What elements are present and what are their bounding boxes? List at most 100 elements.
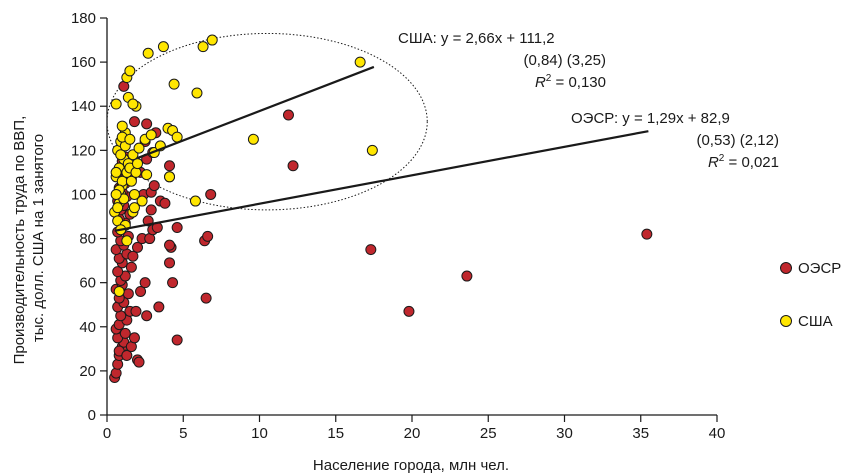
data-point-usa bbox=[121, 235, 133, 247]
oecd-regression-annotation: ОЭСР: y = 1,29x + 82,9 (0,53) (2,12) R2 … bbox=[571, 110, 779, 171]
data-point-usa bbox=[113, 285, 125, 297]
x-tick-label: 20 bbox=[404, 425, 421, 442]
data-point-oecd bbox=[200, 292, 212, 304]
confidence-ellipse-layer bbox=[106, 32, 428, 211]
data-point-oecd bbox=[135, 285, 147, 297]
x-tick-label: 25 bbox=[480, 425, 497, 442]
data-point-usa bbox=[125, 175, 137, 187]
usa-annotation-prefix: США: bbox=[398, 30, 441, 47]
y-axis-title-line2: тыс. долл. США на 1 занятого bbox=[30, 134, 47, 342]
data-point-oecd bbox=[127, 250, 139, 262]
data-point-oecd bbox=[133, 356, 145, 368]
data-point-oecd bbox=[641, 228, 653, 240]
data-point-usa bbox=[112, 202, 124, 214]
data-point-usa bbox=[142, 47, 154, 59]
data-point-usa bbox=[130, 166, 142, 178]
svg-text:США: y = 2,66x + 111,2: США: y = 2,66x + 111,2 bbox=[398, 30, 555, 47]
oecd-annotation-equation: y = 1,29x + 82,9 bbox=[622, 110, 730, 127]
data-point-oecd bbox=[128, 116, 140, 128]
data-point-oecd bbox=[164, 239, 176, 251]
regression-line-oecd bbox=[114, 130, 649, 232]
data-point-oecd bbox=[205, 188, 217, 200]
data-point-usa bbox=[354, 56, 366, 68]
y-tick-label: 120 bbox=[71, 142, 96, 159]
x-axis-title: Население города, млн чел. bbox=[313, 457, 509, 473]
data-point-oecd bbox=[141, 118, 153, 130]
x-tick-label: 35 bbox=[632, 425, 649, 442]
data-point-oecd bbox=[461, 270, 473, 282]
data-point-usa bbox=[366, 144, 378, 156]
y-tick-label: 140 bbox=[71, 98, 96, 115]
data-point-oecd bbox=[164, 257, 176, 269]
data-point-usa bbox=[116, 120, 128, 132]
y-tick-label: 180 bbox=[71, 10, 96, 27]
legend-marker-oecd bbox=[780, 262, 792, 274]
data-point-usa bbox=[141, 169, 153, 181]
data-point-oecd bbox=[403, 305, 415, 317]
data-point-oecd bbox=[141, 310, 153, 322]
data-point-oecd bbox=[159, 197, 171, 209]
data-point-usa bbox=[124, 65, 136, 77]
data-point-usa bbox=[136, 195, 148, 207]
data-point-usa bbox=[189, 195, 201, 207]
svg-text:R2 = 0,021: R2 = 0,021 bbox=[708, 153, 779, 171]
legend-label-usa: США bbox=[798, 313, 833, 330]
x-tick-label: 5 bbox=[179, 425, 187, 442]
data-point-usa bbox=[128, 188, 140, 200]
data-point-usa bbox=[145, 129, 157, 141]
data-point-usa bbox=[110, 188, 122, 200]
data-point-usa bbox=[124, 133, 136, 145]
usa-annotation-r-value: = 0,130 bbox=[551, 74, 606, 91]
data-point-oecd bbox=[110, 367, 122, 379]
x-tick-label: 40 bbox=[709, 425, 726, 442]
data-point-oecd bbox=[282, 109, 294, 121]
data-point-oecd bbox=[132, 241, 143, 253]
data-point-oecd bbox=[125, 261, 137, 273]
data-point-usa bbox=[133, 142, 145, 154]
x-tick-label: 10 bbox=[251, 425, 268, 442]
data-points-layer bbox=[109, 34, 653, 384]
oecd-annotation-r-value: = 0,021 bbox=[724, 154, 779, 171]
data-point-usa bbox=[168, 78, 180, 90]
data-point-usa bbox=[110, 98, 122, 110]
data-point-oecd bbox=[167, 277, 179, 289]
data-point-usa bbox=[115, 149, 127, 161]
oecd-annotation-r-sup: 2 bbox=[719, 153, 725, 164]
data-point-oecd bbox=[202, 230, 214, 242]
data-point-oecd bbox=[171, 222, 183, 234]
y-tick-label: 20 bbox=[79, 363, 96, 380]
data-point-oecd bbox=[148, 180, 160, 192]
legend: ОЭСР США bbox=[780, 260, 841, 330]
usa-confidence-ellipse bbox=[106, 32, 428, 211]
y-axis-title-line1: Производительность труда по ВВП, bbox=[11, 116, 28, 365]
data-point-oecd bbox=[153, 301, 165, 313]
x-tick-label: 0 bbox=[103, 425, 111, 442]
data-point-oecd bbox=[112, 358, 124, 370]
data-point-usa bbox=[164, 171, 176, 183]
legend-label-oecd: ОЭСР bbox=[798, 260, 841, 277]
data-point-oecd bbox=[139, 277, 151, 289]
legend-item-usa: США bbox=[780, 313, 833, 330]
data-point-usa bbox=[132, 158, 143, 170]
data-point-oecd bbox=[145, 204, 157, 216]
legend-item-oecd: ОЭСР bbox=[780, 260, 841, 277]
data-point-oecd bbox=[171, 334, 183, 346]
data-point-usa bbox=[128, 202, 140, 214]
y-tick-label: 160 bbox=[71, 54, 96, 71]
regression-lines-layer bbox=[114, 65, 649, 232]
y-tick-label: 40 bbox=[79, 319, 96, 336]
y-tick-label: 100 bbox=[71, 186, 96, 203]
oecd-annotation-prefix: ОЭСР: bbox=[571, 110, 622, 127]
oecd-annotation-r-symbol: R bbox=[708, 154, 719, 171]
usa-annotation-r-symbol: R bbox=[535, 74, 546, 91]
y-tick-label: 80 bbox=[79, 231, 96, 248]
data-point-usa bbox=[206, 34, 218, 46]
usa-annotation-std-errors: (0,84) (3,25) bbox=[523, 52, 606, 69]
data-point-usa bbox=[110, 166, 122, 178]
data-point-oecd bbox=[122, 288, 134, 300]
data-point-oecd bbox=[130, 305, 142, 317]
svg-text:R2 = 0,130: R2 = 0,130 bbox=[535, 73, 606, 91]
regression-line-usa bbox=[137, 65, 375, 160]
data-point-oecd bbox=[365, 244, 377, 256]
svg-text:ОЭСР: y = 1,29x + 82,9: ОЭСР: y = 1,29x + 82,9 bbox=[571, 110, 730, 127]
